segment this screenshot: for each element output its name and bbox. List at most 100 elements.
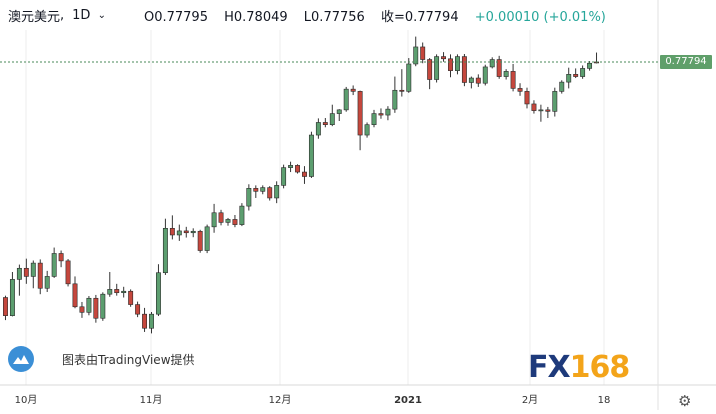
candle-body-down xyxy=(267,187,273,199)
candle xyxy=(155,264,161,317)
candle xyxy=(107,271,113,297)
candle-body-up xyxy=(503,71,509,77)
candle-body-up xyxy=(489,59,495,68)
candle-body-up xyxy=(364,124,370,136)
candle xyxy=(420,42,426,64)
change-value: +0.00010 (+0.01%) xyxy=(474,9,606,25)
close-value: 收=0.77794 xyxy=(380,9,459,25)
candle-body-up xyxy=(566,74,572,83)
candle-body-up xyxy=(308,134,314,177)
symbol-header: 澳元美元 , 1D ⌄ O0.77795 H0.78049 L0.77756 收… xyxy=(8,6,618,25)
candle-body-up xyxy=(44,276,50,289)
candle-body-up xyxy=(121,290,127,294)
candle-body-down xyxy=(169,228,175,236)
candle xyxy=(461,53,467,87)
attribution-text: 图表由TradingView提供 xyxy=(62,352,195,367)
candle-body-up xyxy=(176,230,182,236)
candle-body-up xyxy=(162,228,168,274)
candle-body-down xyxy=(399,89,405,92)
candle xyxy=(239,203,245,227)
candle xyxy=(413,36,419,67)
candle-body-down xyxy=(232,219,238,225)
candle xyxy=(482,64,488,86)
candle xyxy=(128,289,134,307)
candle xyxy=(587,61,593,71)
candle-body-up xyxy=(51,253,57,277)
candle xyxy=(246,184,252,211)
candle xyxy=(427,58,433,90)
candle-body-down xyxy=(23,267,29,277)
fx168-logo: FX168 xyxy=(528,350,631,385)
timeframe-selector[interactable]: 1D ⌄ xyxy=(72,8,106,23)
candle-body-up xyxy=(343,88,349,111)
low-value: L0.77756 xyxy=(303,9,365,25)
candle xyxy=(350,85,356,96)
candle xyxy=(343,86,349,112)
candle xyxy=(274,181,280,204)
candle xyxy=(322,118,328,128)
candle xyxy=(517,83,523,96)
candle-body-up xyxy=(107,289,113,295)
candle-body-up xyxy=(538,109,544,112)
candle xyxy=(288,161,294,173)
x-axis-ticks: 10月 11月 12月 2021 2月 18 xyxy=(15,394,611,406)
candle-body-up xyxy=(9,279,15,316)
gear-icon[interactable]: ⚙ xyxy=(678,392,692,410)
candle-body-down xyxy=(420,46,426,60)
candle-body-up xyxy=(16,267,22,280)
candle-body-up xyxy=(246,188,252,207)
candle-body-up xyxy=(260,187,266,192)
candle xyxy=(58,250,64,268)
chevron-down-icon: ⌄ xyxy=(97,9,106,21)
candle xyxy=(441,52,447,62)
candle xyxy=(580,65,586,79)
candle xyxy=(371,109,377,128)
candle xyxy=(232,214,238,228)
candle xyxy=(218,209,224,226)
candle-body-down xyxy=(302,171,307,177)
brand-number-text: 168 xyxy=(569,350,631,385)
candle xyxy=(392,76,398,113)
tradingview-attribution[interactable]: 图表由TradingView提供 xyxy=(8,346,195,372)
candle xyxy=(176,224,182,241)
candle-body-up xyxy=(225,219,231,223)
candle xyxy=(315,118,321,139)
candle-body-down xyxy=(65,260,71,285)
candle xyxy=(142,307,148,332)
candle xyxy=(3,295,8,321)
high-value: H0.78049 xyxy=(224,9,288,25)
candle-body-down xyxy=(475,77,481,84)
timeframe-label: 1D xyxy=(72,7,91,23)
candle xyxy=(399,69,405,97)
ohlc-readout: O0.77795 H0.78049 L0.77756 收=0.77794 +0.… xyxy=(144,6,618,25)
candle-body-up xyxy=(239,205,245,225)
symbol-name[interactable]: 澳元美元 xyxy=(8,9,61,25)
candle-body-up xyxy=(288,165,294,168)
x-tick-label: 18 xyxy=(598,395,611,406)
candle xyxy=(329,104,335,127)
candle xyxy=(503,69,509,80)
candle-body-down xyxy=(142,313,148,329)
candle xyxy=(454,54,460,75)
candle-body-down xyxy=(218,212,224,223)
candle xyxy=(37,259,43,295)
candle-body-up xyxy=(406,63,412,92)
candle xyxy=(378,108,384,119)
candle xyxy=(197,229,203,253)
candle-body-down xyxy=(510,71,516,89)
candle xyxy=(16,264,22,296)
candle-body-up xyxy=(385,108,391,116)
candle-body-down xyxy=(461,56,467,83)
candle-body-up xyxy=(281,167,287,186)
candle-body-up xyxy=(371,113,377,125)
candle-body-down xyxy=(496,59,502,77)
candle xyxy=(162,218,168,275)
candle-body-down xyxy=(427,59,433,80)
candle-body-up xyxy=(559,81,565,92)
candle-body-up xyxy=(274,185,280,199)
candle xyxy=(44,270,50,292)
candle-body-up xyxy=(392,89,398,110)
candle xyxy=(302,166,307,184)
